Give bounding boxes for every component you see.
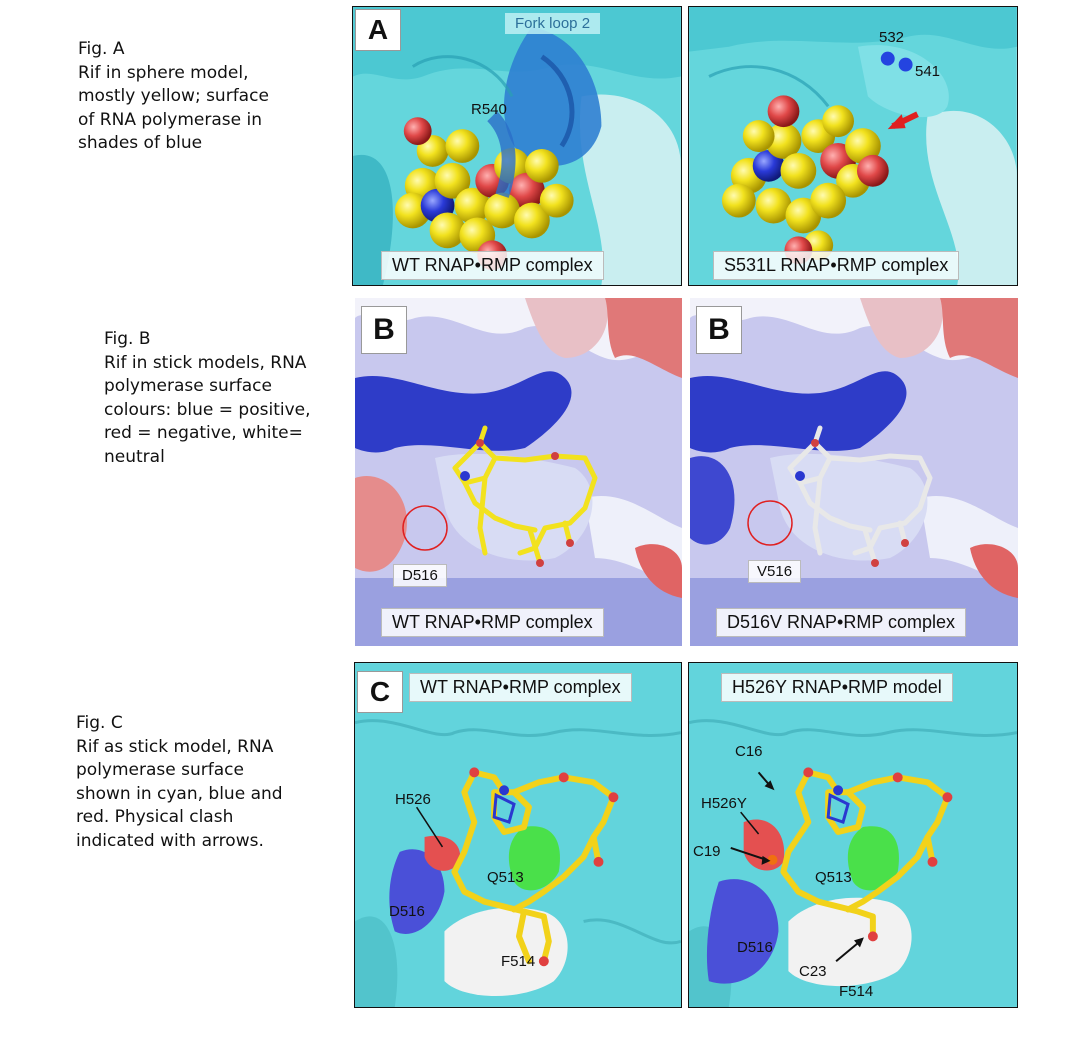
fork-loop-label: Fork loop 2 bbox=[505, 13, 601, 34]
complex-label: S531L RNAP•RMP complex bbox=[713, 251, 960, 280]
panel-c-wt: C WT RNAP•RMP complex H526 Q513 D516 F51… bbox=[354, 662, 682, 1008]
caption-fig-b: Fig. B Rif in stick models, RNA polymera… bbox=[104, 328, 354, 469]
panel-a-s531l: 532 541 S531L RNAP•RMP complex bbox=[688, 6, 1018, 286]
complex-label: D516V RNAP•RMP complex bbox=[716, 608, 967, 637]
residue-label-d516: D516 bbox=[389, 903, 425, 920]
caption-line: Fig. C bbox=[76, 713, 123, 733]
residue-label-d516: D516 bbox=[737, 939, 773, 956]
complex-label: WT RNAP•RMP complex bbox=[381, 608, 604, 637]
complex-label: WT RNAP•RMP complex bbox=[409, 673, 632, 702]
residue-label-q513: Q513 bbox=[487, 869, 524, 886]
residue-label-v516: V516 bbox=[748, 560, 802, 583]
residue-label-h526y: H526Y bbox=[701, 795, 747, 812]
residue-label-541: 541 bbox=[915, 63, 941, 80]
panel-b-d516v: B V516 D516V RNAP•RMP complex bbox=[690, 298, 1018, 646]
protein-surface-image bbox=[353, 7, 681, 285]
residue-label-c19: C19 bbox=[693, 843, 721, 860]
residue-label-f514: F514 bbox=[839, 983, 874, 1000]
caption-line: polymerase surface bbox=[76, 760, 244, 780]
protein-surface-image bbox=[689, 7, 1017, 285]
caption-line: Rif in stick models, RNA bbox=[104, 352, 307, 373]
protein-surface-image bbox=[689, 663, 1017, 1007]
caption-line: polymerase surface bbox=[104, 376, 272, 396]
residue-label-d516: D516 bbox=[393, 564, 447, 587]
residue-label-c23: C23 bbox=[799, 963, 827, 980]
caption-line: mostly yellow; surface bbox=[78, 86, 269, 106]
caption-line: Fig. B bbox=[104, 329, 151, 349]
electrostatic-surface-image bbox=[355, 298, 682, 646]
residue-label-r540: R540 bbox=[471, 101, 507, 118]
caption-fig-a: Fig. A Rif in sphere model, mostly yello… bbox=[78, 38, 328, 156]
caption-line: red. Physical clash bbox=[76, 807, 234, 827]
residue-label-q513: Q513 bbox=[815, 869, 852, 886]
caption-fig-c: Fig. C Rif as stick model, RNA polymeras… bbox=[76, 712, 326, 853]
panel-letter-a: A bbox=[355, 9, 401, 51]
caption-line: Rif in sphere model, bbox=[78, 62, 249, 83]
caption-line: red = negative, white= bbox=[104, 423, 303, 443]
caption-line: shades of blue bbox=[78, 133, 203, 153]
residue-label-c16: C16 bbox=[735, 743, 763, 760]
electrostatic-surface-image bbox=[690, 298, 1018, 646]
caption-line: colours: blue = positive, bbox=[104, 399, 311, 420]
caption-line: shown in cyan, blue and bbox=[76, 783, 283, 804]
caption-line: neutral bbox=[104, 446, 165, 467]
caption-line: Fig. A bbox=[78, 39, 125, 59]
panel-letter-c: C bbox=[357, 671, 403, 713]
panel-letter-b: B bbox=[696, 306, 742, 354]
residue-label-f514: F514 bbox=[501, 953, 536, 970]
complex-label: WT RNAP•RMP complex bbox=[381, 251, 604, 280]
protein-surface-image bbox=[355, 663, 681, 1007]
complex-label: H526Y RNAP•RMP model bbox=[721, 673, 953, 702]
panel-c-h526y: H526Y RNAP•RMP model C16 H526Y C19 Q513 … bbox=[688, 662, 1018, 1008]
panel-letter-b: B bbox=[361, 306, 407, 354]
panel-a-wt: A Fork loop 2 R540 WT RNAP•RMP complex bbox=[352, 6, 682, 286]
caption-line: Rif as stick model, RNA bbox=[76, 736, 274, 757]
caption-line: of RNA polymerase in bbox=[78, 109, 262, 130]
residue-label-532: 532 bbox=[879, 29, 905, 46]
panel-b-wt: B D516 WT RNAP•RMP complex bbox=[355, 298, 682, 646]
caption-line: indicated with arrows. bbox=[76, 830, 264, 851]
residue-label-h526: H526 bbox=[395, 791, 431, 808]
